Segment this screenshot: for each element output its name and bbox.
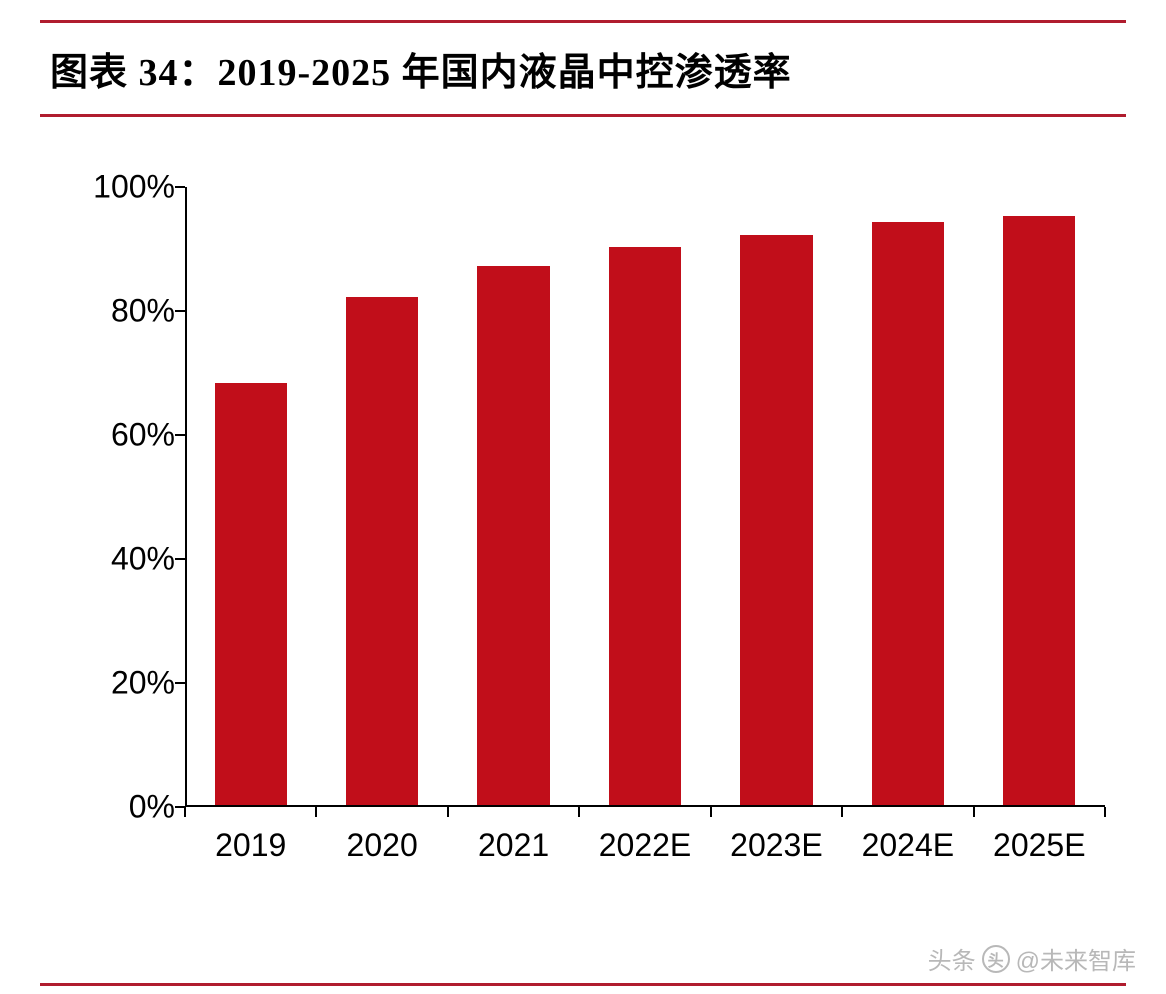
- bottom-rule: [40, 983, 1126, 986]
- x-axis-label: 2021: [478, 827, 549, 864]
- y-axis-label: 60%: [75, 417, 175, 454]
- y-axis-label: 40%: [75, 541, 175, 578]
- bar: [477, 266, 549, 805]
- x-tick: [710, 807, 712, 817]
- y-tick: [175, 186, 185, 188]
- chart-area: 0%20%40%60%80%100%2019202020212022E2023E…: [75, 187, 1126, 907]
- watermark-icon: 头: [982, 945, 1010, 973]
- chart-title-box: 图表 34：2019-2025 年国内液晶中控渗透率: [40, 20, 1126, 117]
- bar: [609, 247, 681, 805]
- y-axis-label: 100%: [75, 169, 175, 206]
- y-axis: [185, 187, 187, 807]
- y-tick: [175, 434, 185, 436]
- x-tick: [184, 807, 186, 817]
- x-tick: [841, 807, 843, 817]
- y-tick: [175, 310, 185, 312]
- x-tick: [315, 807, 317, 817]
- bar: [1003, 216, 1075, 805]
- x-axis-label: 2024E: [862, 827, 955, 864]
- x-axis-label: 2022E: [599, 827, 692, 864]
- x-axis-label: 2025E: [993, 827, 1086, 864]
- plot-region: 0%20%40%60%80%100%2019202020212022E2023E…: [185, 187, 1105, 807]
- y-tick: [175, 558, 185, 560]
- x-axis-label: 2023E: [730, 827, 823, 864]
- watermark-prefix: 头条: [928, 941, 976, 976]
- x-axis: [185, 805, 1105, 807]
- chart-title: 图表 34：2019-2025 年国内液晶中控渗透率: [50, 41, 1116, 96]
- watermark-handle: @未来智库: [1016, 941, 1136, 976]
- y-axis-label: 80%: [75, 293, 175, 330]
- y-axis-label: 20%: [75, 665, 175, 702]
- bar: [740, 235, 812, 805]
- x-tick: [578, 807, 580, 817]
- x-axis-label: 2019: [215, 827, 286, 864]
- y-axis-label: 0%: [75, 789, 175, 826]
- bar: [346, 297, 418, 805]
- y-tick: [175, 682, 185, 684]
- bar: [872, 222, 944, 805]
- x-tick: [447, 807, 449, 817]
- watermark: 头条 头 @未来智库: [928, 941, 1136, 976]
- x-tick: [1104, 807, 1106, 817]
- x-axis-label: 2020: [347, 827, 418, 864]
- bar: [215, 383, 287, 805]
- x-tick: [973, 807, 975, 817]
